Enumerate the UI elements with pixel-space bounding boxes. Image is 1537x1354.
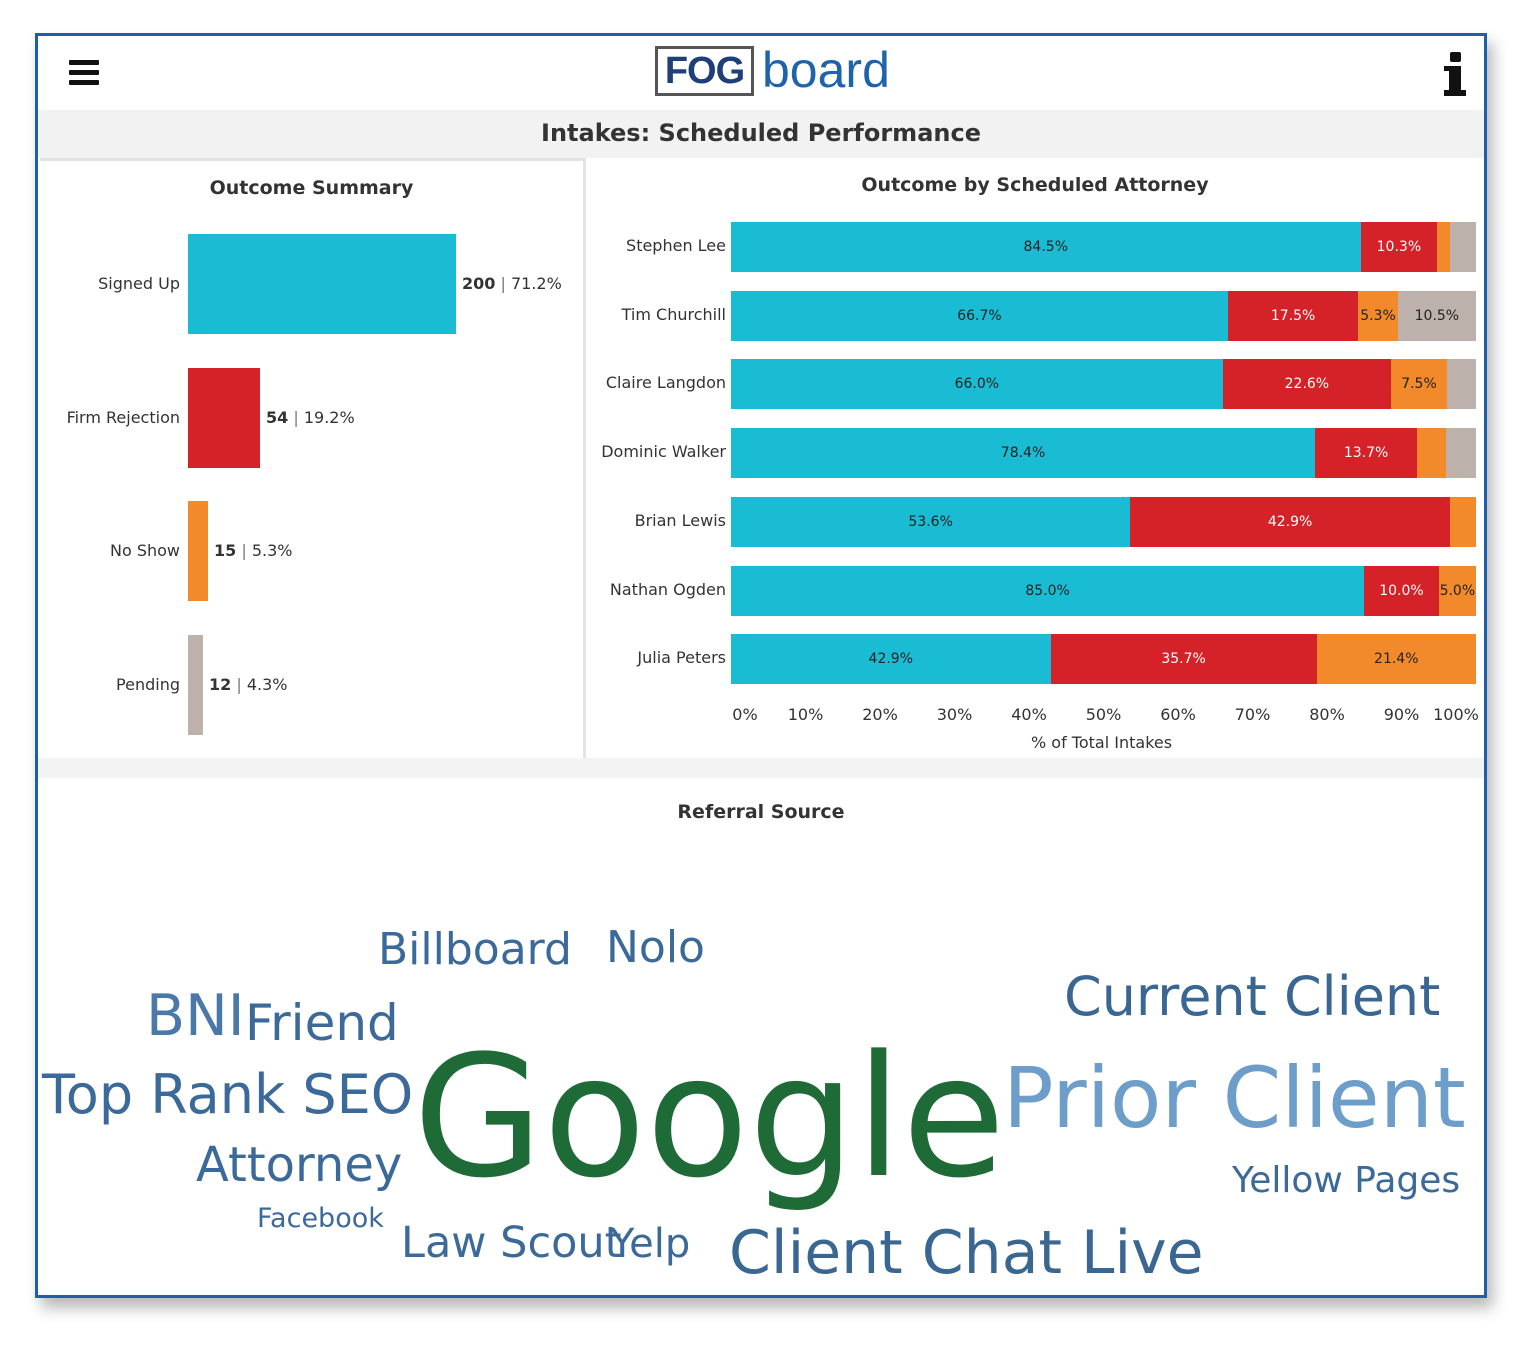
attorney-bar-segment[interactable]: 42.9% <box>1130 496 1450 547</box>
word-law-scout[interactable]: Law Scout <box>401 1218 622 1268</box>
attorney-bar-segment[interactable]: 17.5% <box>1227 290 1359 341</box>
os-value-firm-rejection: 54 | 19.2% <box>266 408 355 427</box>
word-yelp[interactable]: Yelp <box>610 1221 691 1267</box>
attorney-bar-segment[interactable] <box>1446 428 1476 479</box>
referral-source-panel: Referral Source Billboard Nolo Current C… <box>38 778 1484 1295</box>
os-bar-no-show[interactable] <box>188 501 208 601</box>
word-yellow-pages[interactable]: Yellow Pages <box>1232 1160 1461 1201</box>
attorney-label-nathan-ogden: Nathan Ogden <box>609 579 726 599</box>
attorney-bar-segment[interactable] <box>1417 428 1447 479</box>
attorney-bar-segment[interactable] <box>1437 222 1450 272</box>
attorney-bar-segment[interactable]: 22.6% <box>1222 359 1392 410</box>
word-prior-client[interactable]: Prior Client <box>1003 1049 1466 1147</box>
attorney-bar-segment[interactable]: 10.3% <box>1360 222 1438 272</box>
attorney-bar-segment[interactable]: 85.0% <box>731 565 1365 616</box>
attorney-bar-segment[interactable]: 5.0% <box>1438 565 1476 616</box>
attorney-chart-x-axis-label: % of Total Intakes <box>1031 733 1173 752</box>
word-billboard[interactable]: Billboard <box>378 924 572 975</box>
attorney-label-claire-langdon: Claire Langdon <box>605 373 726 393</box>
attorney-bar-segment[interactable] <box>1449 222 1476 272</box>
word-google[interactable]: Google <box>413 1019 1006 1215</box>
attorney-label-brian-lewis: Brian Lewis <box>634 510 726 530</box>
logo-wordmark: board <box>762 42 890 98</box>
dashboard-frame: FOG board Intakes: Scheduled Performance… <box>35 33 1487 1298</box>
hamburger-menu-icon[interactable] <box>69 60 99 86</box>
word-bni[interactable]: BNI <box>146 983 245 1049</box>
attorney-bar-segment[interactable]: 53.6% <box>731 496 1131 547</box>
x-axis-tick-label: 60% <box>1160 705 1196 724</box>
top-bar: FOG board <box>38 36 1484 110</box>
logo-fog-mark: FOG <box>655 46 754 96</box>
attorney-bar-segment[interactable] <box>1449 496 1476 547</box>
outcome-summary-title: Outcome Summary <box>209 177 414 199</box>
page-title: Intakes: Scheduled Performance <box>38 110 1484 158</box>
os-value-no-show: 15 | 5.3% <box>214 541 293 560</box>
attorney-bar-segment[interactable]: 66.7% <box>731 290 1228 341</box>
x-axis-tick-label: 20% <box>862 705 898 724</box>
word-current-client[interactable]: Current Client <box>1064 965 1441 1028</box>
word-client-chat-live[interactable]: Client Chat Live <box>729 1218 1204 1288</box>
attorney-label-stephen-lee: Stephen Lee <box>626 236 726 255</box>
referral-source-title: Referral Source <box>677 801 845 823</box>
os-label-signed-up: Signed Up <box>98 274 180 293</box>
x-axis-tick-label: 50% <box>1085 705 1122 724</box>
attorney-bar-segment[interactable]: 35.7% <box>1050 634 1317 685</box>
attorney-chart-title: Outcome by Scheduled Attorney <box>861 174 1209 196</box>
attorney-bar-segment[interactable]: 5.3% <box>1358 290 1398 341</box>
attorney-label-julia-peters: Julia Peters <box>637 648 726 668</box>
x-axis-tick-label: 80% <box>1309 705 1345 724</box>
attorney-bar-segment[interactable]: 84.5% <box>731 222 1361 272</box>
attorney-bar-segment[interactable]: 7.5% <box>1391 359 1447 410</box>
x-axis-tick-label: 0% <box>732 705 758 724</box>
x-axis-tick-label: 100% <box>1433 705 1479 724</box>
attorney-bar-segment[interactable] <box>1446 359 1476 410</box>
word-top-rank-seo[interactable]: Top Rank SEO <box>42 1063 414 1126</box>
attorney-bar-segment[interactable]: 13.7% <box>1315 428 1418 479</box>
outcome-summary-panel: Outcome Summary Signed Up 200 | 71.2% Fi… <box>40 158 586 764</box>
word-attorney[interactable]: Attorney <box>196 1137 403 1193</box>
x-axis-tick-label: 30% <box>936 705 973 724</box>
x-axis-tick-label: 10% <box>787 705 824 724</box>
os-label-no-show: No Show <box>109 541 180 560</box>
os-bar-pending[interactable] <box>188 635 203 735</box>
attorney-label-tim-churchill: Tim Churchill <box>621 304 726 324</box>
attorney-bar-segment[interactable]: 78.4% <box>731 428 1316 479</box>
section-separator <box>38 758 1484 778</box>
word-nolo[interactable]: Nolo <box>606 922 705 973</box>
fogboard-logo: FOG board <box>655 42 915 102</box>
attorney-bar-segment[interactable]: 10.5% <box>1397 290 1476 341</box>
x-axis-tick-label: 40% <box>1011 705 1047 724</box>
attorney-bar-segment[interactable]: 66.0% <box>731 359 1223 410</box>
attorney-label-dominic-walker: Dominic Walker <box>601 442 726 462</box>
info-icon[interactable] <box>1441 52 1471 98</box>
os-label-pending: Pending <box>116 675 180 694</box>
attorney-bar-segment[interactable]: 42.9% <box>731 634 1051 685</box>
word-friend[interactable]: Friend <box>245 994 399 1052</box>
os-bar-signed-up[interactable] <box>188 234 456 334</box>
os-bar-firm-rejection[interactable] <box>188 368 260 468</box>
os-value-pending: 12 | 4.3% <box>209 675 288 694</box>
attorney-outcome-panel: Outcome by Scheduled Attorney % of Total… <box>586 158 1484 758</box>
attorney-bar-segment[interactable]: 21.4% <box>1316 634 1476 685</box>
word-facebook[interactable]: Facebook <box>257 1203 384 1234</box>
attorney-bar-segment[interactable]: 10.0% <box>1364 565 1439 616</box>
x-axis-tick-label: 90% <box>1383 705 1420 724</box>
os-label-firm-rejection: Firm Rejection <box>66 408 180 427</box>
os-value-signed-up: 200 | 71.2% <box>462 274 562 293</box>
x-axis-tick-label: 70% <box>1234 705 1271 724</box>
